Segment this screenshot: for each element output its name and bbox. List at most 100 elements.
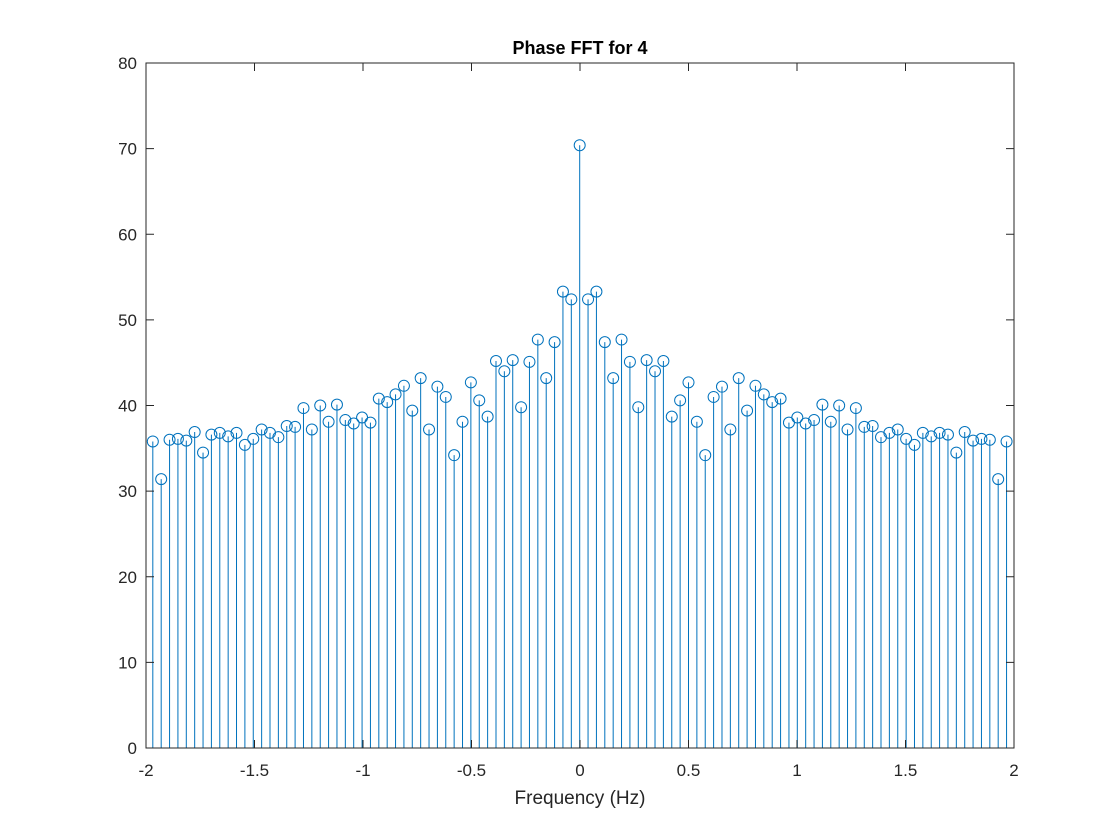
stem-marker — [305, 423, 318, 436]
stem-marker — [766, 396, 779, 409]
x-tick-label: 0 — [575, 761, 584, 780]
stem-marker — [464, 376, 477, 389]
stem-marker — [983, 433, 996, 446]
stem-marker — [556, 285, 569, 298]
stem-marker — [322, 415, 335, 428]
stem-marker — [858, 420, 871, 433]
stem-marker — [573, 139, 586, 152]
stem-marker — [900, 432, 913, 445]
stem-marker — [489, 354, 502, 367]
stem-marker — [916, 426, 929, 439]
stem-marker — [674, 394, 687, 407]
stem-marker — [816, 398, 829, 411]
stem-marker — [423, 423, 436, 436]
stem-marker — [205, 428, 218, 441]
stem-marker — [272, 431, 285, 444]
stem-marker — [247, 432, 260, 445]
stem-marker — [891, 423, 904, 436]
stem-marker — [339, 414, 352, 427]
stem-marker — [213, 426, 226, 439]
stem-marker — [682, 376, 695, 389]
stem-marker — [1000, 435, 1013, 448]
stem-marker — [665, 410, 678, 423]
stem-marker — [958, 426, 971, 439]
stem-marker — [866, 420, 879, 433]
stem-marker — [222, 430, 235, 443]
stem-marker — [824, 415, 837, 428]
y-tick-label: 30 — [118, 482, 137, 501]
stem-marker — [180, 434, 193, 447]
x-tick-label: -1 — [355, 761, 370, 780]
stem-marker — [950, 446, 963, 459]
y-tick-label: 70 — [118, 140, 137, 159]
y-tick-label: 0 — [128, 739, 137, 758]
stem-marker — [289, 420, 302, 433]
x-tick-label: -1.5 — [240, 761, 269, 780]
stem-marker — [406, 404, 419, 417]
stem-marker — [925, 430, 938, 443]
stem-marker — [171, 432, 184, 445]
stem-marker — [456, 415, 469, 428]
stem-marker — [883, 426, 896, 439]
stem-marker — [473, 394, 486, 407]
x-tick-label: -2 — [138, 761, 153, 780]
stem-marker — [908, 438, 921, 451]
stem-marker — [791, 411, 804, 424]
x-tick-label: 0.5 — [677, 761, 701, 780]
stem-marker — [439, 390, 452, 403]
stem-marker — [372, 392, 385, 405]
stem-marker — [540, 372, 553, 385]
stem-marker — [715, 380, 728, 393]
y-tick-label: 10 — [118, 653, 137, 672]
stem-marker — [548, 336, 561, 349]
x-axis: -2 -1.5 -1 -0.5 0 0.5 1 1.5 2 — [138, 63, 1019, 780]
x-tick-label: -0.5 — [457, 761, 486, 780]
stem-marker — [749, 379, 762, 392]
stem-marker — [431, 380, 444, 393]
stem-marker — [724, 423, 737, 436]
stem-marker — [389, 388, 402, 401]
stem-marker — [607, 372, 620, 385]
y-tick-label: 50 — [118, 311, 137, 330]
stem-marker — [640, 354, 653, 367]
stem-marker — [732, 372, 745, 385]
y-tick-label: 40 — [118, 397, 137, 416]
stem-marker — [230, 426, 243, 439]
stem-marker — [163, 433, 176, 446]
stem-marker — [967, 434, 980, 447]
stem-marker — [849, 402, 862, 415]
stem-marker — [690, 415, 703, 428]
stem-marker — [397, 379, 410, 392]
stem-marker — [155, 473, 168, 486]
stem-marker — [699, 449, 712, 462]
stem-marker — [255, 423, 268, 436]
stem-marker — [657, 354, 670, 367]
x-tick-label: 1.5 — [894, 761, 918, 780]
stem-marker — [833, 399, 846, 412]
stem-marker — [498, 365, 511, 378]
stem-marker — [774, 392, 787, 405]
stem-marker — [808, 414, 821, 427]
stem-marker — [506, 354, 519, 367]
stem-marker — [623, 355, 636, 368]
y-tick-label: 20 — [118, 568, 137, 587]
stem-marker — [515, 401, 528, 414]
x-axis-label: Frequency (Hz) — [515, 788, 646, 809]
stem-marker — [146, 435, 159, 448]
stem-marker — [941, 428, 954, 441]
stem-marker — [590, 285, 603, 298]
stem-marker — [448, 449, 461, 462]
stem-marker — [523, 355, 536, 368]
x-tick-label: 1 — [792, 761, 801, 780]
stem-marker — [649, 365, 662, 378]
stem-marker — [238, 438, 251, 451]
stem-marker — [992, 473, 1005, 486]
y-axis: 0 10 20 30 40 50 60 70 80 — [118, 54, 1014, 758]
stem-marker — [381, 396, 394, 409]
stem-marker — [841, 423, 854, 436]
stem-marker — [364, 416, 377, 429]
stem-marker — [280, 420, 293, 433]
stem-marker — [615, 333, 628, 346]
stem-marker — [188, 426, 201, 439]
